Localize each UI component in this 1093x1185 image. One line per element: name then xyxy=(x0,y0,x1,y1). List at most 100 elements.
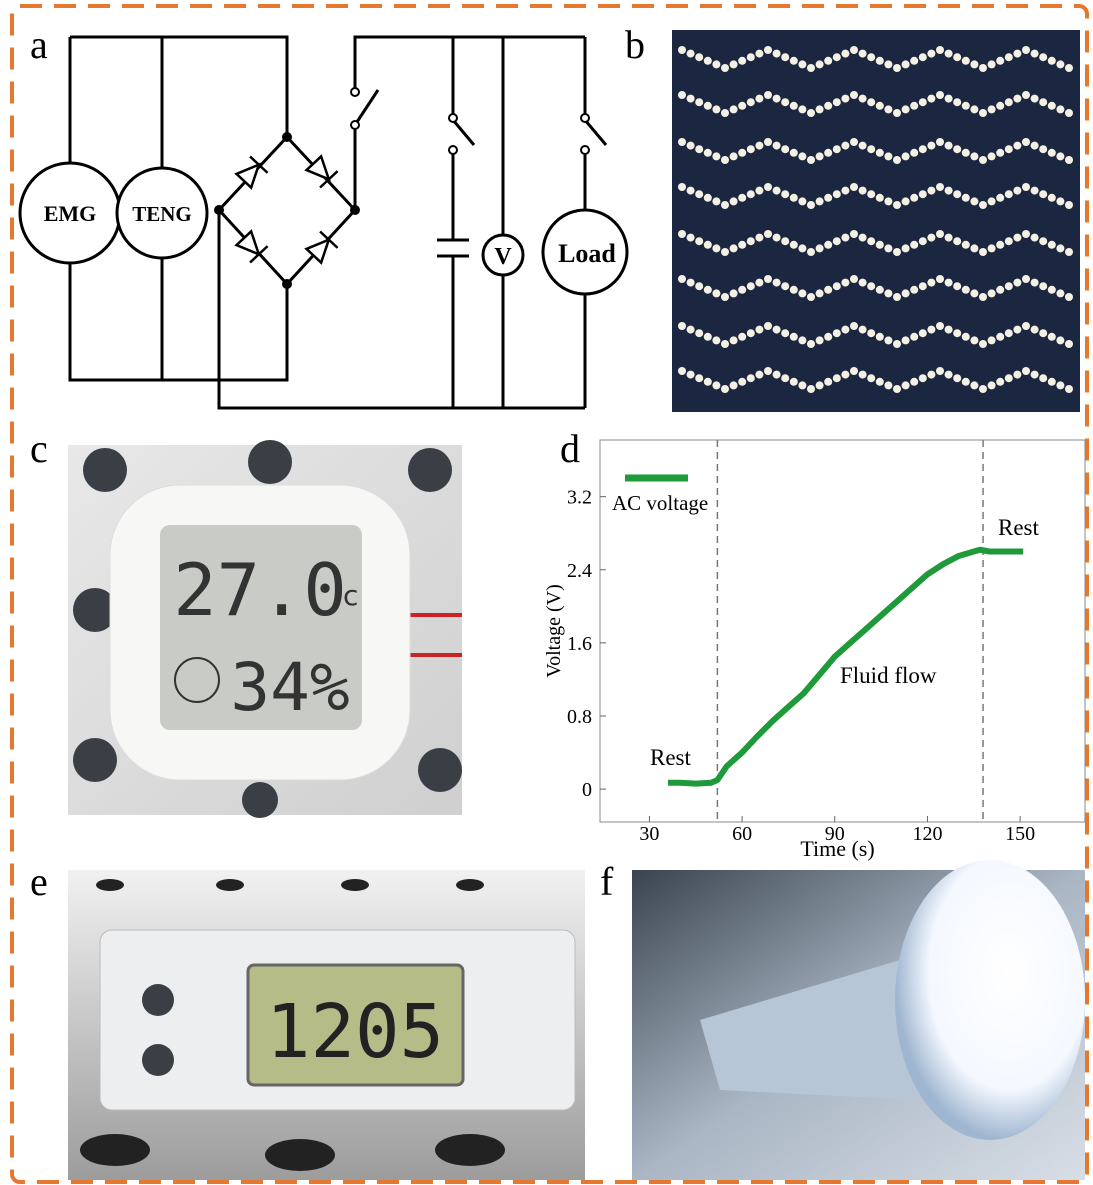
led xyxy=(936,183,944,191)
led xyxy=(859,187,867,195)
led xyxy=(764,275,772,283)
led xyxy=(1048,194,1056,202)
led xyxy=(1065,64,1073,72)
led xyxy=(721,293,729,301)
led xyxy=(927,142,935,150)
led xyxy=(687,234,695,242)
led xyxy=(919,282,927,290)
led xyxy=(867,282,875,290)
led xyxy=(859,142,867,150)
led xyxy=(773,326,781,334)
led xyxy=(773,279,781,287)
led xyxy=(876,286,884,294)
led xyxy=(988,60,996,68)
led xyxy=(755,279,763,287)
led xyxy=(884,152,892,160)
led xyxy=(1056,289,1064,297)
annotation: Rest xyxy=(650,745,692,770)
led xyxy=(841,187,849,195)
led xyxy=(979,156,987,164)
led xyxy=(979,248,987,256)
led xyxy=(979,64,987,72)
led xyxy=(781,237,789,245)
led xyxy=(945,142,953,150)
led xyxy=(798,105,806,113)
led xyxy=(816,105,824,113)
led xyxy=(790,286,798,294)
led xyxy=(798,381,806,389)
led xyxy=(910,57,918,65)
led xyxy=(747,190,755,198)
led xyxy=(841,50,849,58)
panel-label: e xyxy=(30,859,48,904)
x-tick-label: 30 xyxy=(639,823,659,845)
led xyxy=(1056,381,1064,389)
led xyxy=(824,149,832,157)
led xyxy=(970,289,978,297)
led xyxy=(738,102,746,110)
led xyxy=(816,381,824,389)
led xyxy=(790,149,798,157)
y-tick-label: 0 xyxy=(582,779,592,801)
panel-label: c xyxy=(30,426,48,471)
led xyxy=(824,102,832,110)
led xyxy=(988,244,996,252)
led xyxy=(1039,237,1047,245)
led xyxy=(902,60,910,68)
led xyxy=(695,329,703,337)
led xyxy=(755,187,763,195)
led xyxy=(1048,57,1056,65)
led xyxy=(927,50,935,58)
led xyxy=(962,57,970,65)
led xyxy=(687,279,695,287)
chart: 30609012015000.81.62.43.2Time (s)Voltage… xyxy=(543,440,1085,861)
led xyxy=(712,105,720,113)
led xyxy=(936,230,944,238)
led xyxy=(1031,95,1039,103)
led xyxy=(704,194,712,202)
led xyxy=(1048,286,1056,294)
led xyxy=(962,333,970,341)
panel-label: a xyxy=(30,22,48,67)
led xyxy=(738,57,746,65)
led xyxy=(945,95,953,103)
led xyxy=(988,197,996,205)
hygrometer-photo: 27.0 c 34% xyxy=(68,440,462,818)
led xyxy=(687,142,695,150)
led xyxy=(1013,95,1021,103)
led xyxy=(816,60,824,68)
led xyxy=(962,241,970,249)
led xyxy=(841,279,849,287)
led xyxy=(841,234,849,242)
led xyxy=(953,237,961,245)
led xyxy=(850,322,858,330)
x-axis-label: Time (s) xyxy=(800,836,874,861)
led xyxy=(738,194,746,202)
led xyxy=(902,381,910,389)
led xyxy=(781,145,789,153)
led xyxy=(730,152,738,160)
led xyxy=(945,279,953,287)
led xyxy=(910,149,918,157)
led xyxy=(953,190,961,198)
led xyxy=(704,102,712,110)
led xyxy=(704,149,712,157)
led xyxy=(730,60,738,68)
led xyxy=(902,197,910,205)
led xyxy=(876,378,884,386)
led xyxy=(755,234,763,242)
led xyxy=(764,138,772,146)
led xyxy=(807,201,815,209)
annotation: Rest xyxy=(998,515,1040,540)
led xyxy=(1056,152,1064,160)
led xyxy=(1056,244,1064,252)
led xyxy=(1048,241,1056,249)
led xyxy=(927,326,935,334)
led xyxy=(1031,234,1039,242)
led xyxy=(850,138,858,146)
led xyxy=(876,149,884,157)
led xyxy=(824,194,832,202)
led xyxy=(979,201,987,209)
led xyxy=(1022,322,1030,330)
led xyxy=(695,237,703,245)
